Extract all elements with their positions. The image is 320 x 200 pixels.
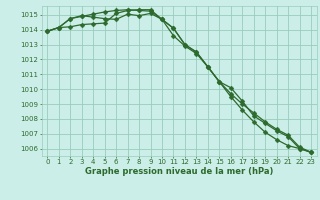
X-axis label: Graphe pression niveau de la mer (hPa): Graphe pression niveau de la mer (hPa) (85, 167, 273, 176)
